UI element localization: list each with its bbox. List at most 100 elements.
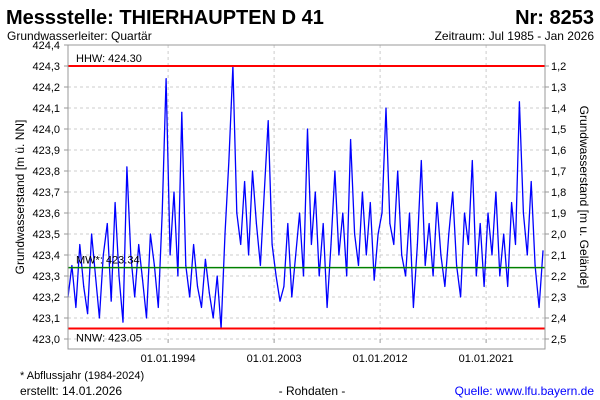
x-tick-label: 01.01.1994 (141, 353, 196, 365)
data-point (522, 212, 524, 214)
data-point (365, 254, 367, 256)
data-point (322, 222, 324, 225)
data-point (377, 233, 379, 235)
data-point (189, 296, 191, 298)
data-point (401, 254, 403, 256)
data-point (361, 191, 364, 193)
data-point (271, 243, 273, 246)
data-point (475, 275, 477, 277)
data-point (350, 138, 352, 141)
data-point (130, 254, 132, 256)
y-tick-label: 423,1 (32, 313, 60, 325)
data-point (302, 275, 305, 277)
data-point (495, 191, 497, 193)
data-point (106, 222, 108, 225)
reference-lines: HHW: 424.30 MW*: 423.34 NNW: 423.05 (68, 53, 545, 345)
data-point (247, 254, 250, 256)
data-point (173, 191, 175, 193)
data-point (310, 243, 312, 246)
data-point (141, 279, 144, 281)
data-point (287, 222, 289, 225)
data-point (200, 306, 203, 309)
data-point (326, 306, 328, 309)
data-point (412, 306, 415, 309)
data-point (208, 292, 210, 294)
data-point (267, 120, 269, 122)
y2-tick-label: 1,7 (551, 166, 566, 178)
y2-tick-label: 1,8 (551, 187, 566, 199)
data-point (346, 275, 348, 277)
data-point (157, 306, 159, 309)
y2-axis-title: Grundwasserstand [m u. Gelände] (577, 106, 591, 289)
data-point (538, 306, 540, 309)
data-point (483, 285, 485, 288)
data-point (452, 191, 454, 193)
data-point (259, 264, 261, 267)
data-point (94, 275, 97, 277)
data-point (212, 317, 214, 319)
data-point (334, 170, 336, 172)
x-axis-ticks: 01.01.1994 01.01.2003 01.01.2012 01.01.2021 (141, 339, 514, 365)
y2-tick-label: 2,1 (551, 250, 566, 262)
y2-tick-label: 1,6 (551, 145, 566, 157)
data-point (185, 264, 187, 267)
data-point (90, 233, 93, 235)
data-point (279, 300, 281, 302)
data-point (83, 285, 85, 288)
data-point (87, 313, 89, 315)
data-point (114, 201, 116, 204)
data-point (263, 191, 265, 193)
data-point (373, 279, 375, 281)
y-tick-label: 424,1 (32, 103, 60, 115)
data-point (518, 101, 521, 103)
data-point (467, 243, 470, 246)
data-point (542, 250, 544, 252)
data-point (122, 321, 124, 323)
x-tick-label: 01.01.2003 (247, 353, 302, 365)
data-point (456, 264, 458, 267)
data-point (216, 275, 218, 277)
y-tick-label: 424,3 (32, 61, 60, 73)
created-date: erstellt: 14.01.2026 (20, 384, 122, 398)
data-point (110, 300, 112, 302)
data-point (138, 243, 140, 246)
data-point (165, 78, 167, 80)
reference-label-mw: MW*: 423.34 (76, 255, 140, 267)
data-point (499, 275, 501, 277)
data-point (177, 275, 179, 277)
y2-tick-label: 1,9 (551, 208, 566, 220)
data-point (79, 243, 81, 246)
data-point (71, 264, 73, 267)
y-tick-label: 423,9 (32, 145, 60, 157)
data-point (251, 170, 254, 172)
y-axis-title: Grundwasserstand [m ü. NN] (13, 120, 27, 275)
data-point (393, 243, 395, 246)
chart-title: Messstelle: THIERHAUPTEN D 41 (6, 7, 324, 29)
data-point (389, 222, 391, 225)
y2-tick-label: 2,4 (551, 313, 566, 325)
y2-tick-label: 1,2 (551, 61, 566, 73)
y2-tick-label: 1,4 (551, 103, 566, 115)
data-point (275, 275, 277, 277)
y-tick-label: 423,3 (32, 271, 60, 283)
data-point (416, 243, 418, 246)
data-point (153, 264, 155, 267)
y-tick-label: 423,0 (32, 334, 60, 346)
station-number: Nr: 8253 (515, 7, 594, 29)
data-point (385, 107, 387, 109)
data-point (98, 317, 101, 319)
source-link[interactable]: Quelle: www.lfu.bayern.de (455, 384, 595, 398)
data-point (491, 254, 493, 256)
data-point (369, 201, 371, 204)
data-point (510, 201, 513, 204)
data-point (397, 170, 399, 172)
data-point (196, 285, 199, 288)
data-point (283, 285, 285, 288)
data-point (420, 159, 422, 162)
footnote: * Abflussjahr (1984-2024) (20, 370, 144, 382)
data-point (314, 191, 316, 193)
data-point (134, 296, 136, 298)
data-point (530, 180, 532, 183)
aquifer-label: Grundwasserleiter: Quartär (7, 29, 152, 43)
